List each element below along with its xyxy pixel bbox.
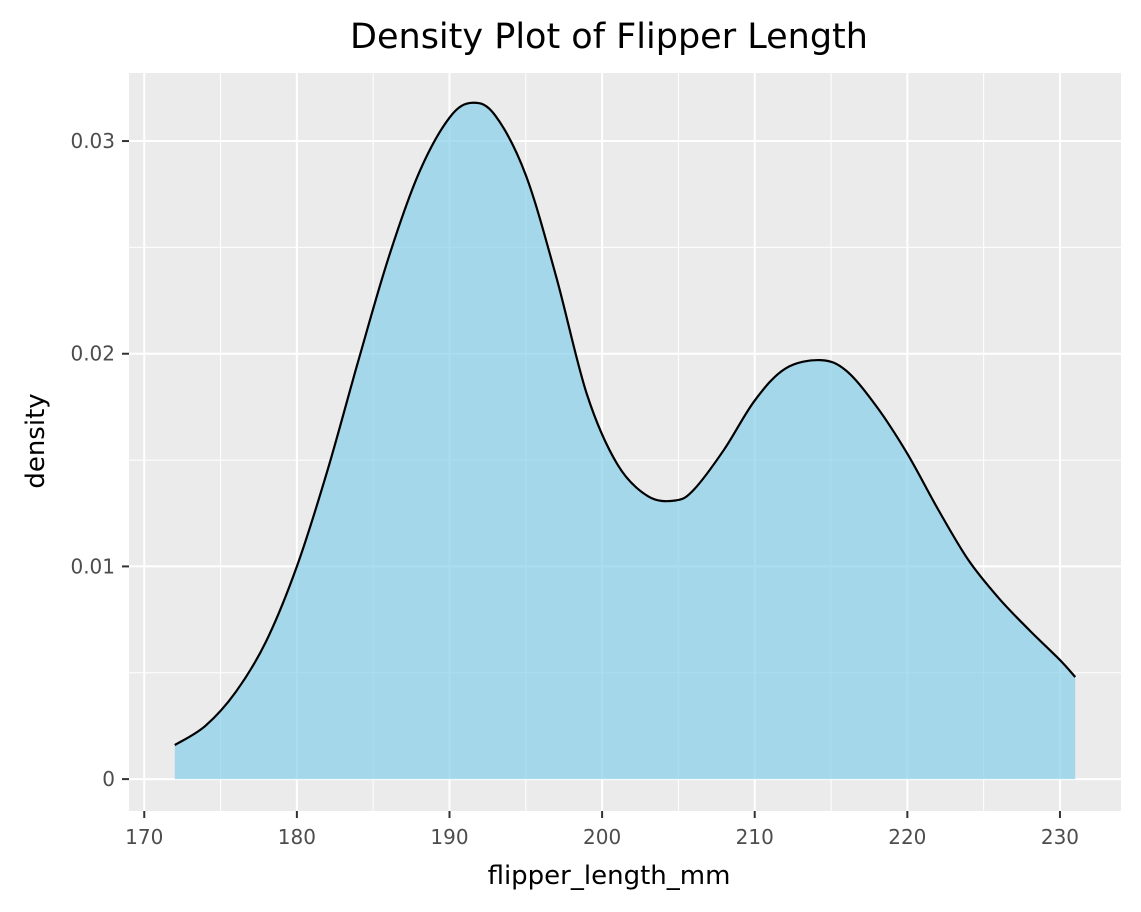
y-tick-label: 0.02 [70, 342, 115, 366]
x-tick-label: 190 [430, 825, 468, 849]
x-tick-label: 180 [278, 825, 316, 849]
density-curve [174, 101, 1077, 747]
x-axis-title: flipper_length_mm [488, 861, 731, 891]
density-area [174, 102, 1076, 780]
y-tick-label: 0 [102, 767, 115, 791]
x-tick-label: 220 [888, 825, 926, 849]
y-tick-label: 0.03 [70, 129, 115, 153]
x-tick-label: 170 [125, 825, 163, 849]
x-tick-label: 210 [736, 825, 774, 849]
x-tick-label: 230 [1041, 825, 1079, 849]
y-axis-title: density [21, 393, 51, 488]
y-axis: 0 0.01 0.02 0.03 [70, 129, 129, 791]
x-tick-label: 200 [583, 825, 621, 849]
x-axis: 170 180 190 200 210 220 230 [125, 811, 1079, 849]
y-tick-label: 0.01 [70, 554, 115, 578]
chart-title: Density Plot of Flipper Length [350, 17, 868, 57]
